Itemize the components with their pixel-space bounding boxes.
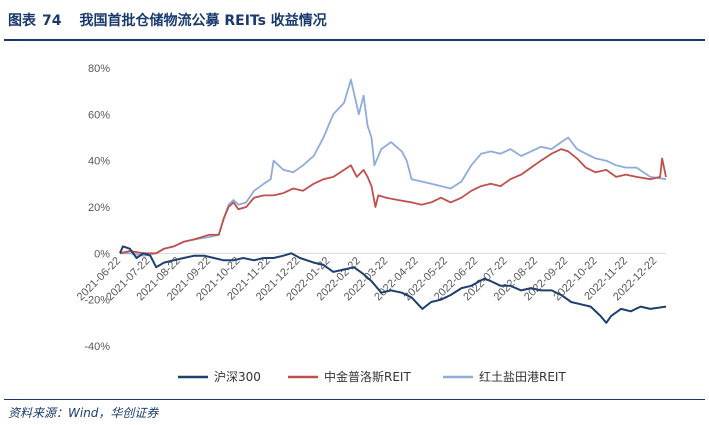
y-tick-label: 0% [94,248,110,260]
figure-title-text: 我国首批仓储物流公募 REITs 收益情况 [79,13,327,29]
y-tick-label: 60% [88,109,110,121]
y-tick-label: 40% [88,156,110,168]
legend: 沪深300 中金普洛斯REIT 红土盐田港REIT [178,369,566,384]
series-line-1 [119,148,667,255]
y-tick-label: 20% [88,202,110,214]
series-line-0 [119,245,667,324]
figure-number: 74 [42,13,62,29]
figure-title: 图表 74 我国首批仓储物流公募 REITs 收益情况 [8,10,327,30]
legend-label-0: 沪深300 [214,370,261,384]
series-lines [119,78,667,324]
source-rule [4,399,705,400]
x-axis-ticks: 2021-06-222021-07-222021-08-222021-09-22… [75,255,659,303]
source-note: 资料来源：Wind，华创证券 [8,406,159,420]
legend-label-2: 红土盐田港REIT [479,369,566,384]
y-tick-label: -40% [84,341,110,353]
y-axis-ticks: 80% 60% 40% 20% 0% -20% -40% [84,63,110,353]
y-tick-label: 80% [88,63,110,75]
figure-label: 图表 [8,13,36,29]
legend-label-1: 中金普洛斯REIT [324,369,411,384]
series-line-2 [120,78,667,257]
title-rule [4,39,705,41]
y-tick-label: -20% [84,295,110,307]
